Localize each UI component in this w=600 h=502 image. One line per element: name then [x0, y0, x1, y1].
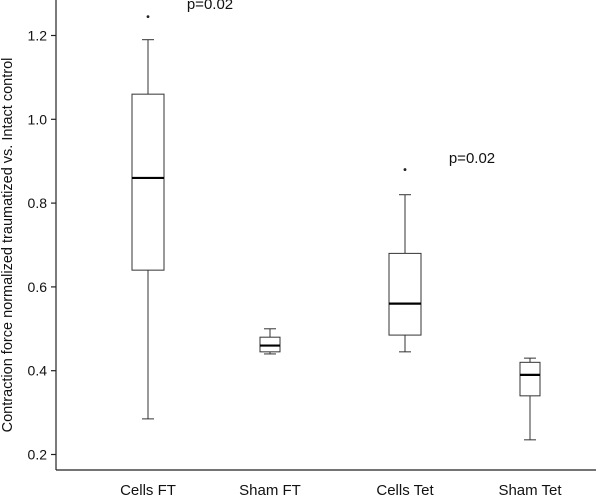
x-category-label: Cells Tet — [376, 482, 434, 499]
y-axis-label: Contraction force normalized traumatized… — [0, 58, 16, 433]
y-tick-label: 0.8 — [28, 195, 48, 211]
y-ticks: 0.2 0.4 0.6 0.8 1.0 1.2 — [28, 28, 56, 463]
y-tick-label: 0.2 — [28, 447, 48, 463]
box-iqr — [388, 252, 422, 336]
annotations: p=0.02 p=0.02 — [187, 0, 495, 167]
p-value-annotation: p=0.02 — [449, 150, 495, 167]
boxes — [131, 15, 541, 441]
box-cells-tet — [388, 168, 422, 353]
box-sham-ft — [259, 328, 281, 355]
outlier-point — [403, 168, 407, 171]
y-tick-label: 0.4 — [28, 363, 48, 379]
x-category-label: Sham FT — [239, 482, 301, 499]
x-category-label: Cells FT — [120, 482, 176, 499]
p-value-annotation: p=0.02 — [187, 0, 233, 13]
y-tick-label: 0.6 — [28, 279, 48, 295]
y-tick-label: 1.0 — [28, 111, 48, 127]
y-tick-label: 1.2 — [28, 28, 48, 44]
outlier-point — [146, 15, 150, 19]
box-cells-ft — [131, 15, 165, 420]
category-labels: Cells FT Sham FT Cells Tet Sham Tet — [120, 482, 562, 499]
x-category-label: Sham Tet — [498, 482, 562, 499]
box-iqr — [519, 361, 541, 397]
box-sham-tet — [519, 357, 541, 441]
axes — [55, 0, 596, 471]
box-iqr — [131, 93, 165, 271]
